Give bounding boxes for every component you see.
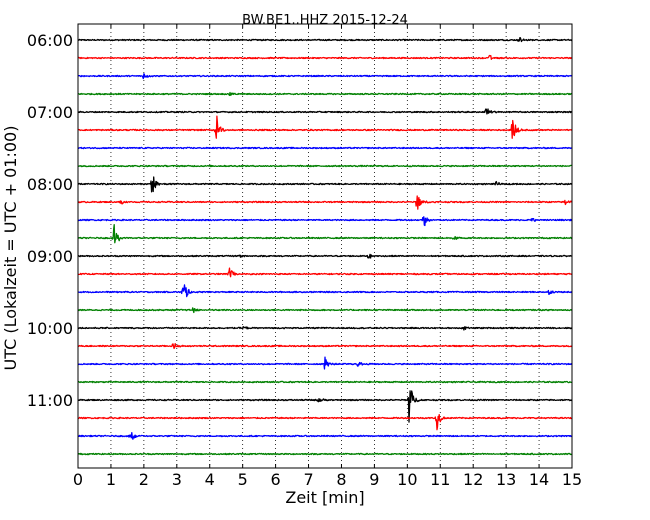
x-tick-label: 0 (73, 470, 83, 489)
y-tick-label: 08:00 (27, 175, 73, 194)
trace-line (77, 307, 573, 314)
trace-line (77, 223, 573, 244)
trace-line (77, 108, 573, 115)
x-tick-label: 2 (139, 470, 149, 489)
trace-line (77, 216, 573, 227)
trace-line (77, 37, 573, 43)
trace-line (77, 176, 573, 193)
trace-line (77, 356, 573, 370)
trace-line (77, 73, 573, 80)
trace-line (77, 452, 573, 456)
trace-line (77, 195, 573, 210)
trace-line (77, 267, 573, 278)
trace-line (77, 146, 573, 150)
x-tick-label: 9 (369, 470, 379, 489)
trace-line (77, 413, 573, 431)
trace-line (77, 164, 573, 168)
x-tick-label: 10 (397, 470, 417, 489)
y-tick-label: 06:00 (27, 31, 73, 50)
x-tick-label: 11 (430, 470, 450, 489)
x-tick-label: 8 (336, 470, 346, 489)
trace-line (77, 432, 573, 440)
trace-line (77, 284, 573, 298)
y-axis-label: UTC (Lokalzeit = UTC + 01:00) (1, 126, 20, 371)
x-tick-label: 13 (496, 470, 516, 489)
x-tick-label: 1 (106, 470, 116, 489)
trace-line (77, 91, 573, 97)
y-tick-label: 07:00 (27, 103, 73, 122)
y-tick-label: 11:00 (27, 391, 73, 410)
y-tick-label: 09:00 (27, 247, 73, 266)
x-tick-label: 3 (172, 470, 182, 489)
trace-line (77, 380, 573, 384)
trace-line (77, 390, 573, 423)
trace-line (77, 115, 573, 139)
x-tick-label: 7 (303, 470, 313, 489)
x-tick-label: 14 (529, 470, 549, 489)
trace-line (77, 253, 573, 259)
x-tick-label: 4 (205, 470, 215, 489)
traces (77, 37, 573, 456)
y-tick-label: 10:00 (27, 319, 73, 338)
x-tick-label: 12 (463, 470, 483, 489)
x-tick-label: 5 (238, 470, 248, 489)
grid (110, 24, 540, 468)
x-tick-label: 15 (562, 470, 582, 489)
plot-frame (77, 23, 573, 469)
ticks: 0 1 2 3 4 5 6 7 8 9 10 11 12 13 14 1506:0007:0008:0009:… (27, 24, 582, 489)
trace-line (77, 342, 573, 350)
chart-title: BW.BE1..HHZ 2015-12-24 (242, 13, 408, 28)
trace-line (77, 54, 573, 60)
x-axis-label: Zeit [min] (285, 488, 364, 507)
trace-line (77, 326, 573, 331)
x-tick-label: 6 (271, 470, 281, 489)
